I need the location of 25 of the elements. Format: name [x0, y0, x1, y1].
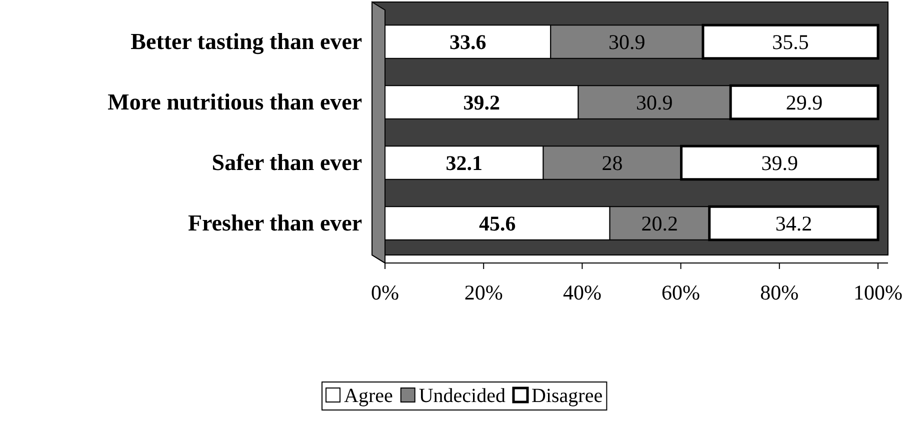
y-tick-label: Safer than ever	[212, 150, 362, 176]
x-tick-label: 80%	[760, 280, 799, 304]
data-label: 35.5	[772, 30, 809, 54]
x-tick-label: 0%	[371, 280, 399, 304]
data-label: 32.1	[446, 151, 482, 176]
legend-label: Undecided	[418, 385, 506, 407]
data-label: 45.6	[479, 212, 516, 236]
data-label: 33.6	[449, 30, 486, 54]
legend-label: Agree	[344, 385, 393, 407]
x-tick-label: 20%	[464, 280, 503, 304]
data-label: 39.2	[463, 90, 500, 115]
data-label: 28	[602, 151, 623, 176]
y-tick-label: Better tasting than ever	[130, 29, 362, 56]
data-label: 20.2	[641, 212, 678, 236]
legend-label: Disagree	[532, 385, 603, 407]
x-tick-label: 40%	[562, 280, 602, 304]
x-tick-label: 100%	[854, 280, 902, 304]
data-label: 39.9	[761, 151, 798, 176]
y-tick-label: Fresher than ever	[188, 210, 362, 236]
data-label: 30.9	[636, 90, 673, 115]
x-tick-label: 60%	[662, 280, 700, 304]
data-label: 34.2	[775, 212, 812, 236]
data-label: 29.9	[786, 90, 823, 115]
data-label: 30.9	[608, 30, 646, 54]
y-tick-label: More nutritious than ever	[108, 90, 362, 115]
